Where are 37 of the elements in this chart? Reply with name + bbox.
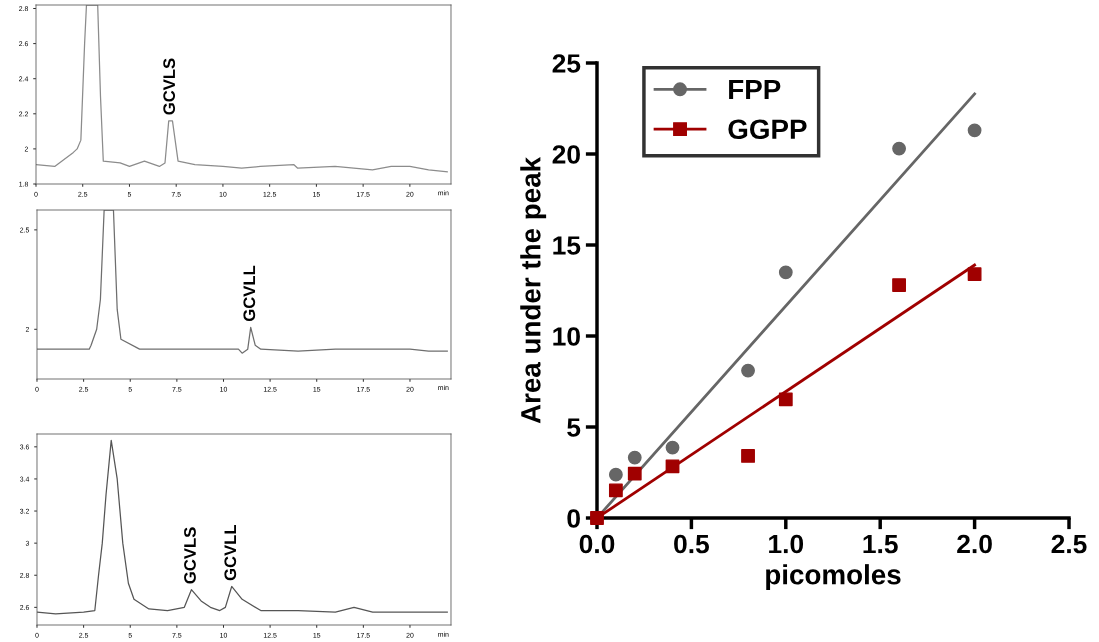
point bbox=[741, 363, 755, 378]
text: 1.0 bbox=[769, 534, 804, 554]
point bbox=[892, 278, 906, 292]
legend-label: GGPP bbox=[728, 119, 807, 140]
y-tick-label: 15 bbox=[553, 236, 581, 255]
point bbox=[892, 141, 906, 156]
point bbox=[778, 265, 793, 280]
y-tick-label: 0 bbox=[567, 509, 580, 528]
text: 0.0 bbox=[579, 534, 615, 554]
point bbox=[627, 466, 642, 481]
annotation: GCVLS bbox=[184, 527, 196, 584]
x-axis-title: picomoles bbox=[766, 564, 901, 591]
legend-label: FPP bbox=[729, 79, 781, 100]
x-tick-label: 0.5 bbox=[674, 534, 710, 554]
x-tick-label: 1.5 bbox=[863, 534, 898, 554]
point bbox=[778, 392, 793, 407]
annotation: GCVLL bbox=[224, 524, 237, 581]
y-tick-label: 5 bbox=[567, 418, 581, 437]
point bbox=[741, 449, 755, 463]
point bbox=[967, 123, 982, 138]
point bbox=[665, 459, 680, 474]
y-tick-label: 25 bbox=[552, 54, 581, 73]
point bbox=[608, 483, 623, 498]
annotation: GCVLS bbox=[163, 58, 176, 115]
y-axis-title: Area under the peak bbox=[520, 156, 547, 424]
point bbox=[967, 267, 982, 282]
line-series bbox=[36, 5, 448, 173]
x-tick-label: 2.5 bbox=[1051, 534, 1087, 554]
y-tick-label: 10 bbox=[553, 327, 580, 346]
point bbox=[627, 450, 642, 465]
y-tick-label: 20 bbox=[552, 145, 580, 164]
text: 2.0 bbox=[957, 534, 992, 554]
line-series bbox=[37, 210, 448, 354]
point bbox=[590, 511, 604, 525]
point bbox=[665, 440, 680, 455]
point bbox=[608, 467, 623, 482]
annotation: GCVLL bbox=[243, 265, 256, 322]
